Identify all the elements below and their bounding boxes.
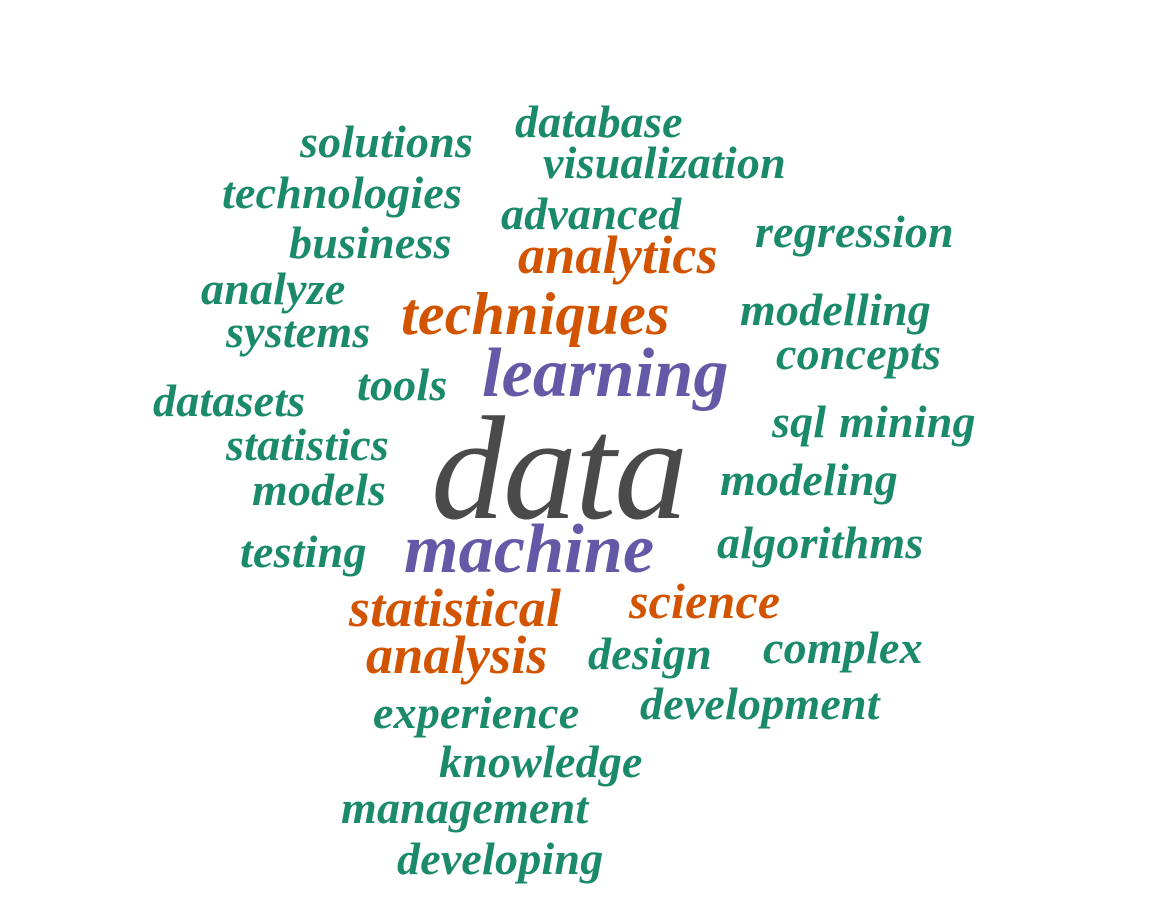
word-developing: developing xyxy=(397,833,604,885)
word-statistics: statistics xyxy=(226,419,390,471)
word-algorithms: algorithms xyxy=(717,517,924,569)
word-systems: systems xyxy=(226,306,371,358)
word-techniques: techniques xyxy=(401,281,670,348)
word-models: models xyxy=(252,464,387,516)
word-knowledge: knowledge xyxy=(439,736,643,788)
word-visualization: visualization xyxy=(543,137,786,189)
word-database: database xyxy=(515,96,683,148)
word-machine: machine xyxy=(404,511,655,589)
word-sql: sql xyxy=(772,396,827,448)
word-analysis: analysis xyxy=(366,624,548,685)
word-concepts: concepts xyxy=(776,328,942,380)
word-datasets: datasets xyxy=(153,375,306,427)
word-design: design xyxy=(588,628,712,680)
word-solutions: solutions xyxy=(300,116,474,168)
word-business: business xyxy=(289,217,452,269)
word-analytics: analytics xyxy=(518,224,718,285)
word-analyze: analyze xyxy=(201,263,346,315)
word-experience: experience xyxy=(373,687,580,739)
word-regression: regression xyxy=(755,206,954,258)
word-modelling: modelling xyxy=(740,284,931,336)
word-statistical: statistical xyxy=(349,577,562,638)
word-development: development xyxy=(640,678,880,730)
word-science: science xyxy=(629,573,781,629)
word-tools: tools xyxy=(357,359,448,411)
word-technologies: technologies xyxy=(222,167,463,219)
word-learning: learning xyxy=(482,335,729,413)
word-modeling: modeling xyxy=(720,454,898,506)
word-testing: testing xyxy=(240,526,367,578)
word-advanced: advanced xyxy=(501,188,682,240)
word-management: management xyxy=(341,782,589,834)
word-complex: complex xyxy=(763,622,923,674)
word-mining: mining xyxy=(839,396,976,448)
word-data: data xyxy=(431,386,688,551)
